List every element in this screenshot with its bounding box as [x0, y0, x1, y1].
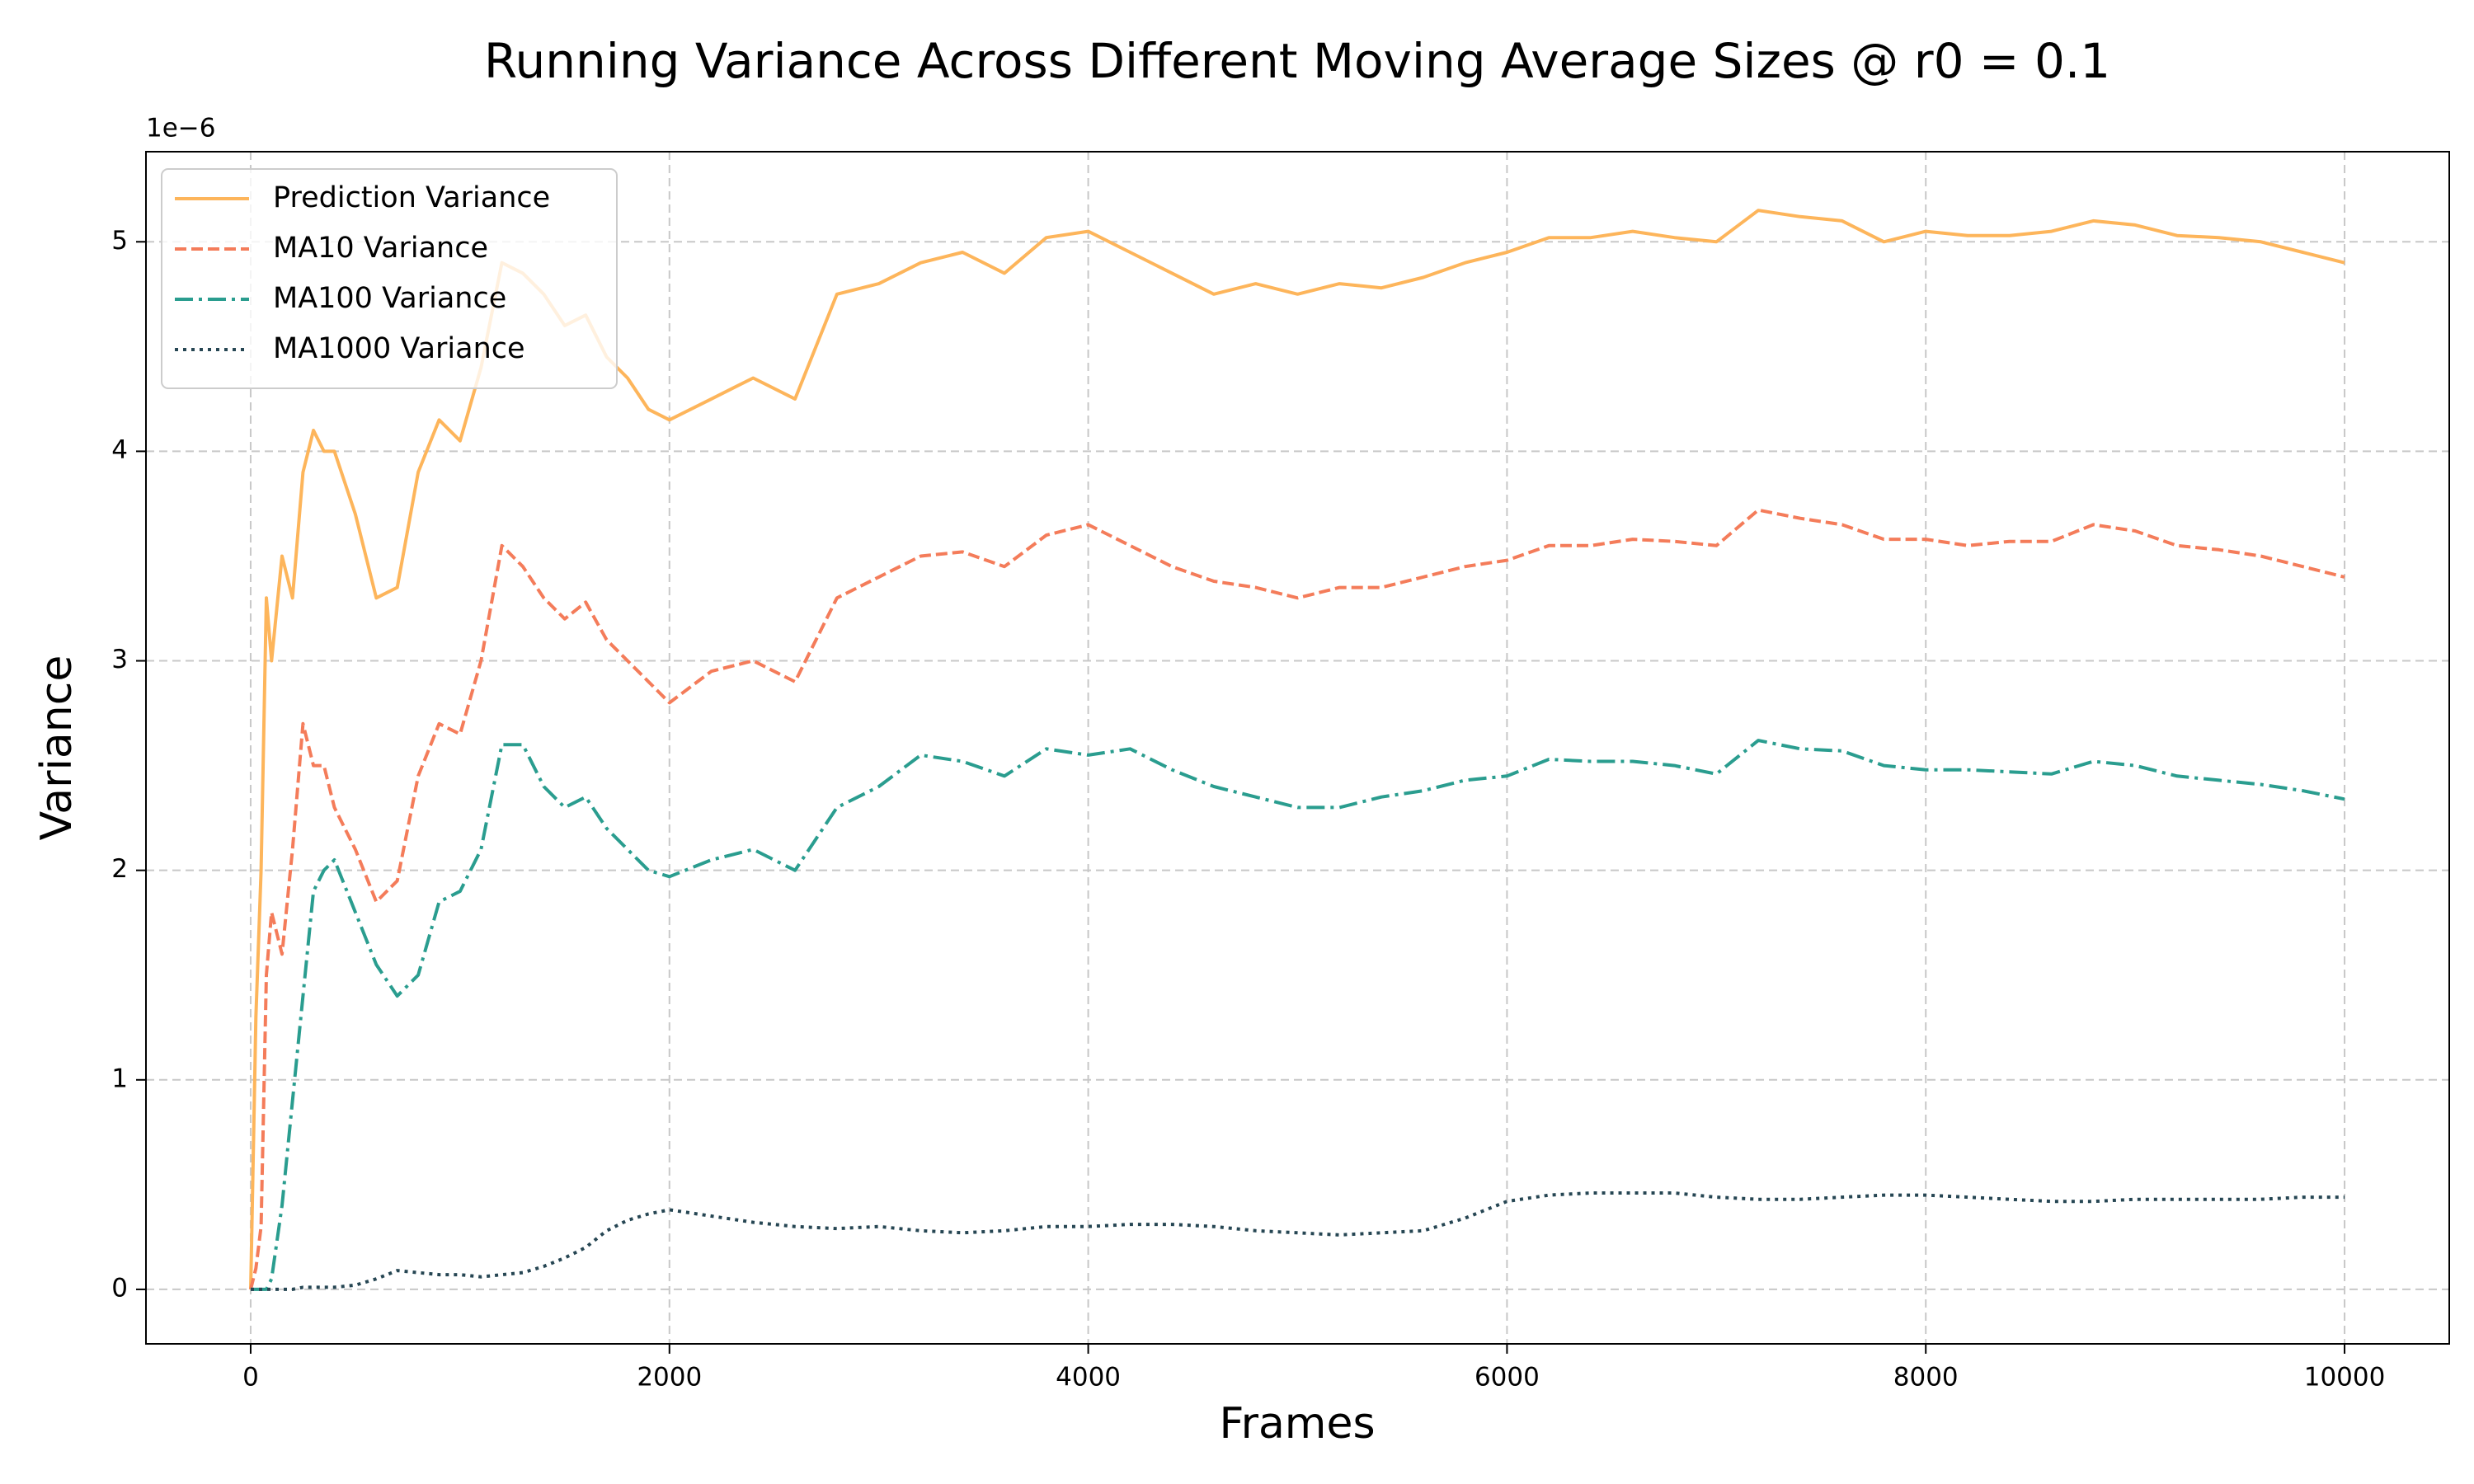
series-line — [251, 1191, 2345, 1291]
legend: Prediction Variance MA10 Variance MA100 Va… — [161, 168, 618, 389]
y-tick-label: 1 — [111, 1064, 128, 1093]
x-tick-label: 6000 — [1475, 1363, 1540, 1392]
legend-label: Prediction Variance — [273, 181, 550, 214]
y-tick-label: 3 — [111, 645, 128, 674]
series-line — [251, 739, 2345, 1291]
y-offset-label: 1e−6 — [146, 114, 216, 143]
plot-frame — [145, 151, 2450, 1345]
legend-box — [161, 168, 618, 389]
x-tick-label: 0 — [242, 1363, 259, 1392]
x-axis-label: Frames — [1219, 1399, 1375, 1449]
x-tick-label: 10000 — [2304, 1363, 2386, 1392]
x-tick-label: 4000 — [1056, 1363, 1121, 1392]
y-axis-label: Variance — [32, 655, 82, 841]
series-line — [249, 209, 2345, 1289]
y-tick-label: 0 — [111, 1273, 128, 1303]
chart-title: Running Variance Across Different Moving… — [484, 33, 2110, 89]
x-tick-label: 2000 — [637, 1363, 702, 1392]
y-tick-label: 2 — [111, 854, 128, 884]
series-line — [249, 508, 2345, 1290]
legend-label: MA1000 Variance — [273, 332, 525, 365]
legend-label: MA100 Variance — [273, 282, 506, 315]
y-tick-label: 5 — [111, 226, 128, 256]
legend-label: MA10 Variance — [273, 232, 488, 265]
x-tick-label: 8000 — [1893, 1363, 1959, 1392]
y-tick-label: 4 — [111, 435, 128, 465]
